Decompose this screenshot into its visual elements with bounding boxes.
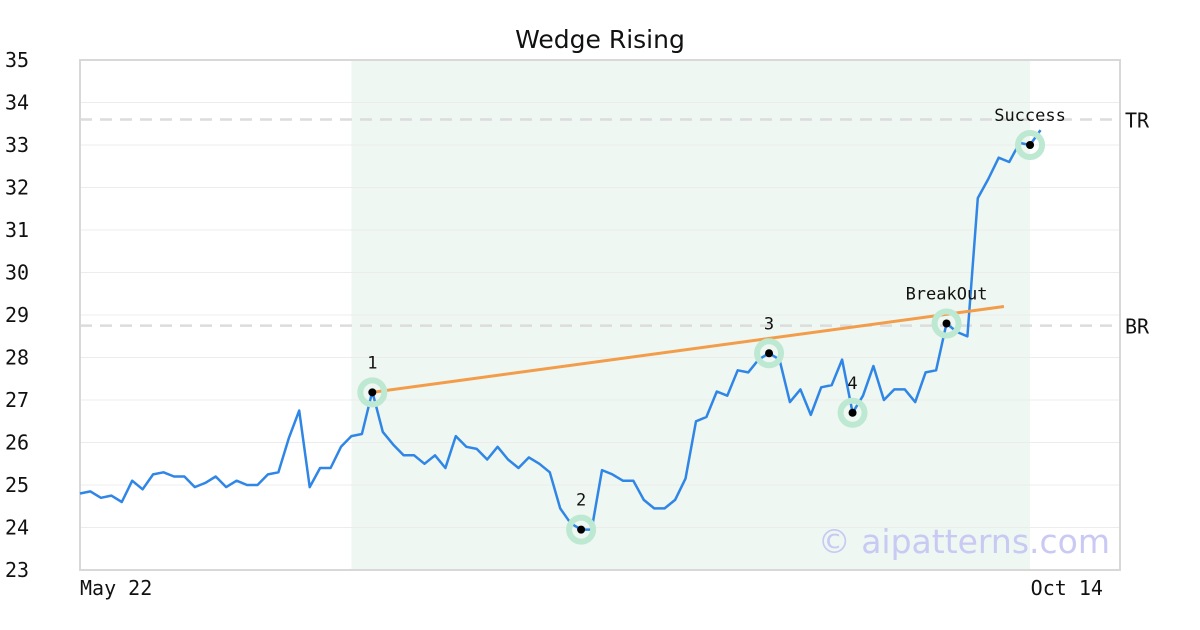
y-tick-label: 25 [5,473,29,497]
pattern-point-label: BreakOut [906,285,988,305]
price-series [79,129,1042,531]
pattern-point-marker [577,525,586,534]
pattern-point-halo [1015,130,1046,160]
pattern-point-halo [931,308,962,339]
pattern-point-halo [837,397,868,428]
x-tick-label: May 22 [80,576,152,600]
pattern-point-marker [765,349,774,358]
chart-title: Wedge Rising [515,25,685,54]
y-tick-label: 28 [5,346,29,370]
pattern-point-halo [754,338,785,369]
y-tick-label: 29 [5,303,29,327]
y-tick-label: 31 [5,218,29,242]
x-tick-label: Oct 14 [1031,576,1103,600]
reference-line-label: BR [1125,315,1150,339]
pattern-point-label: 2 [576,491,586,511]
pattern-point-marker [368,388,377,397]
pattern-point-marker [848,408,857,417]
pattern-point-halo [357,377,388,408]
y-tick-label: 33 [5,133,29,157]
wedge-trendline [372,305,1005,394]
pattern-point-label: 3 [764,314,774,334]
reference-line-label: TR [1125,109,1150,133]
y-axis-ticks: 23 24 25 26 27 28 29 30 31 32 33 34 35 [5,48,29,582]
y-tick-label: 24 [5,516,29,540]
y-tick-label: 27 [5,388,29,412]
plot-frame [79,59,1121,571]
pattern-point-marker [942,319,951,328]
y-tick-label: 34 [5,91,29,115]
price-line [79,129,1042,531]
pattern-point-halo [566,514,597,545]
y-tick-label: 30 [5,261,29,285]
pattern-points: 1 2 3 4 BreakOut Success [357,106,1066,545]
x-axis-ticks: May 22 Oct 14 [80,576,1103,600]
y-tick-label: 26 [5,431,29,455]
pattern-point-label: 1 [367,353,377,373]
watermark: © aipatterns.com [818,522,1110,561]
pattern-point-label: Success [994,106,1066,126]
trendline [372,305,1005,394]
pattern-point-marker [1026,141,1035,149]
y-tick-label: 35 [5,48,29,72]
y-tick-label: 23 [5,558,29,582]
y-tick-label: 32 [5,176,29,200]
pattern-point-label: 4 [847,374,857,394]
